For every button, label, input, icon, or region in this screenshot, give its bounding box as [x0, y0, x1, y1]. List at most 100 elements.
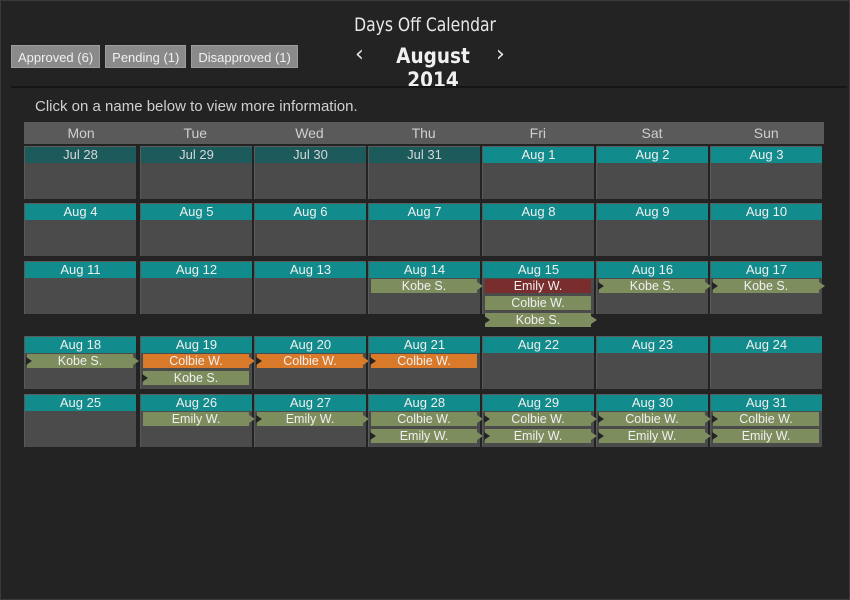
day-cell[interactable]: Aug 12 [140, 261, 252, 314]
day-cell[interactable]: Aug 2 [596, 146, 708, 199]
day-cell[interactable]: Aug 5 [140, 203, 252, 256]
day-date-label: Aug 16 [597, 262, 708, 278]
day-cell[interactable]: Aug 1 [482, 146, 594, 199]
page-title: Days Off Calendar [354, 14, 496, 36]
calendar-grid: Mon Tue Wed Thu Fri Sat Sun Jul 28 Jul 29 Jul 30… [24, 122, 825, 447]
day-date-label: Aug 27 [255, 395, 366, 411]
leave-event-approved[interactable]: Emily W. [712, 429, 819, 443]
day-cell[interactable]: Aug 11 [24, 261, 136, 314]
day-date-label: Jul 28 [25, 147, 136, 163]
day-date-label: Aug 21 [369, 337, 480, 353]
day-cell[interactable]: Aug 26 Emily W. [140, 394, 255, 447]
leave-event-approved[interactable]: Kobe S. [142, 371, 249, 385]
day-cell[interactable]: Jul 30 [254, 146, 366, 199]
leave-event-approved[interactable]: Kobe S. [598, 279, 711, 293]
day-cell[interactable]: Aug 30 Colbie W. Emily W. [596, 394, 711, 447]
day-cell[interactable]: Jul 28 [24, 146, 136, 199]
pending-filter-button[interactable]: Pending (1) [105, 45, 187, 68]
day-cell[interactable]: Aug 17 Kobe S. [710, 261, 825, 314]
day-cell[interactable]: Aug 23 [596, 336, 708, 389]
day-cell[interactable]: Aug 10 [710, 203, 822, 256]
day-date-label: Aug 14 [369, 262, 480, 278]
day-date-label: Aug 25 [25, 395, 136, 411]
leave-event-approved[interactable]: Colbie W. [598, 412, 711, 426]
leave-event-pending[interactable]: Colbie W. [370, 354, 477, 368]
day-cell[interactable]: Aug 9 [596, 203, 708, 256]
day-date-label: Aug 30 [597, 395, 708, 411]
day-date-label: Aug 13 [255, 262, 366, 278]
day-date-label: Aug 10 [711, 204, 822, 220]
day-date-label: Jul 31 [369, 147, 480, 163]
day-cell[interactable]: Aug 20 Colbie W. [254, 336, 369, 389]
day-cell[interactable]: Aug 6 [254, 203, 366, 256]
day-date-label: Aug 1 [483, 147, 594, 163]
leave-event-pending[interactable]: Colbie W. [143, 354, 255, 368]
day-date-label: Aug 18 [25, 337, 136, 353]
day-cell[interactable]: Aug 27 Emily W. [254, 394, 369, 447]
day-cell[interactable]: Aug 25 [24, 394, 136, 447]
day-date-label: Aug 28 [369, 395, 480, 411]
leave-event-disapproved[interactable]: Emily W. [485, 279, 591, 293]
day-date-label: Aug 8 [483, 204, 594, 220]
weekday-fri: Fri [529, 125, 546, 141]
day-cell[interactable]: Jul 29 [140, 146, 252, 199]
leave-event-approved[interactable]: Kobe S. [484, 313, 597, 327]
leave-event-approved[interactable]: Emily W. [256, 412, 369, 426]
leave-event-approved[interactable]: Colbie W. [484, 412, 597, 426]
day-date-label: Aug 11 [25, 262, 136, 278]
day-cell[interactable]: Aug 31 Colbie W. Emily W. [710, 394, 822, 447]
day-date-label: Aug 17 [711, 262, 822, 278]
leave-event-approved[interactable]: Colbie W. [712, 412, 819, 426]
instructions-text: Click on a name below to view more infor… [35, 98, 358, 115]
day-date-label: Aug 29 [483, 395, 594, 411]
leave-event-pending[interactable]: Colbie W. [256, 354, 369, 368]
day-cell[interactable]: Aug 24 [710, 336, 822, 389]
day-cell[interactable]: Aug 21 Colbie W. [368, 336, 480, 389]
chevron-left-icon[interactable]: ‹ [355, 42, 364, 67]
leave-event-approved[interactable]: Kobe S. [712, 279, 825, 293]
leave-event-approved[interactable]: Emily W. [598, 429, 711, 443]
day-cell[interactable]: Aug 16 Kobe S. [596, 261, 711, 314]
day-cell[interactable]: Aug 22 [482, 336, 594, 389]
weekday-sat: Sat [641, 125, 663, 141]
chevron-right-icon[interactable]: › [496, 42, 505, 67]
leave-event-approved[interactable]: Colbie W. [371, 412, 483, 426]
day-cell[interactable]: Aug 4 [24, 203, 136, 256]
leave-event-approved[interactable]: Kobe S. [371, 279, 483, 293]
day-cell[interactable]: Aug 7 [368, 203, 480, 256]
day-date-label: Aug 22 [483, 337, 594, 353]
leave-event-approved[interactable]: Emily W. [143, 412, 255, 426]
weekday-thu: Thu [411, 125, 436, 141]
leave-event-approved[interactable]: Colbie W. [485, 296, 591, 310]
weekday-sun: Sun [753, 125, 779, 141]
leave-event-approved[interactable]: Kobe S. [26, 354, 139, 368]
leave-event-approved[interactable]: Emily W. [484, 429, 597, 443]
weekday-header-row: Mon Tue Wed Thu Fri Sat Sun [24, 122, 824, 144]
day-date-label: Aug 7 [369, 204, 480, 220]
day-date-label: Aug 24 [711, 337, 822, 353]
day-cell[interactable]: Aug 14 Kobe S. [368, 261, 483, 314]
day-date-label: Aug 31 [711, 395, 822, 411]
day-cell[interactable]: Aug 15 Emily W. Colbie W. Kobe S. [482, 261, 597, 327]
day-cell[interactable]: Aug 28 Colbie W. Emily W. [368, 394, 483, 447]
month-navigation: ‹ August 2014 › [355, 40, 515, 92]
day-cell[interactable]: Jul 31 [368, 146, 480, 199]
day-date-label: Aug 6 [255, 204, 366, 220]
day-date-label: Jul 29 [141, 147, 252, 163]
day-date-label: Aug 26 [141, 395, 252, 411]
approved-filter-button[interactable]: Approved (6) [11, 45, 101, 68]
day-cell[interactable]: Aug 18 Kobe S. [24, 336, 139, 389]
leave-event-approved[interactable]: Emily W. [370, 429, 483, 443]
weekday-wed: Wed [295, 125, 324, 141]
day-cell[interactable]: Aug 13 [254, 261, 366, 314]
day-cell[interactable]: Aug 19 Colbie W. Kobe S. [140, 336, 255, 389]
day-date-label: Aug 23 [597, 337, 708, 353]
current-month-label: August 2014 [396, 44, 470, 92]
day-date-label: Aug 19 [141, 337, 252, 353]
disapproved-filter-button[interactable]: Disapproved (1) [191, 45, 298, 68]
day-cell[interactable]: Aug 8 [482, 203, 594, 256]
day-cell[interactable]: Aug 29 Colbie W. Emily W. [482, 394, 597, 447]
day-date-label: Aug 3 [711, 147, 822, 163]
day-date-label: Aug 2 [597, 147, 708, 163]
day-cell[interactable]: Aug 3 [710, 146, 822, 199]
